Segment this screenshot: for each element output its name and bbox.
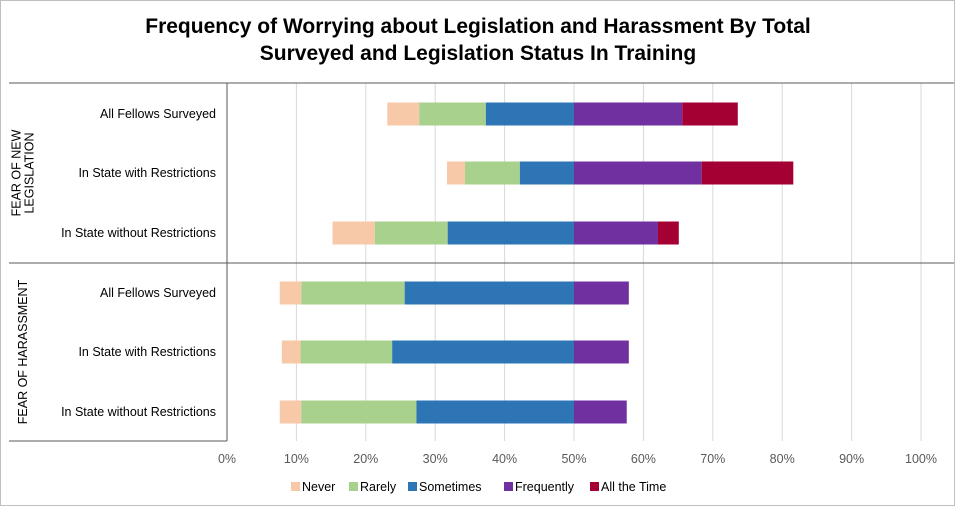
bar-segment-all-the-time (682, 102, 738, 126)
bar-segment-rarely (301, 281, 405, 305)
bar-segment-frequently (574, 340, 629, 364)
legend-swatch (349, 482, 358, 491)
bar-segment-never (332, 221, 375, 245)
group-label: FEAR OF HARASSMENT (16, 279, 30, 424)
legend-item-all-the-time: All the Time (590, 480, 666, 494)
bar-segment-sometimes (519, 161, 574, 185)
x-tick-label: 70% (700, 452, 725, 466)
legend-label: Rarely (360, 480, 397, 494)
bar-segment-frequently (574, 221, 658, 245)
bar-segment-never (446, 161, 466, 185)
bar-segment-never (387, 102, 420, 126)
legend-label: Sometimes (419, 480, 482, 494)
x-tick-label: 40% (492, 452, 517, 466)
bar-segment-all-the-time (657, 221, 679, 245)
x-tick-label: 50% (561, 452, 586, 466)
legend: Never Rarely Sometimes Frequently All the Ti… (291, 480, 666, 494)
bar-segment-frequently (574, 400, 627, 424)
bar-segment-never (281, 340, 301, 364)
bar-segment-sometimes (392, 340, 574, 364)
category-label: In State with Restrictions (78, 166, 216, 180)
bar-segment-all-the-time (701, 161, 794, 185)
bar-segment-rarely (465, 161, 520, 185)
bar-segment-rarely (301, 400, 417, 424)
bar-segment-frequently (574, 281, 629, 305)
x-tick-label: 100% (905, 452, 937, 466)
legend-swatch (408, 482, 417, 491)
group-label: FEAR OF NEW LEGISLATION (10, 129, 37, 216)
bar-segment-sometimes (447, 221, 574, 245)
x-tick-label: 60% (631, 452, 656, 466)
axis-layer (9, 82, 954, 442)
group-label-line: LEGISLATION (23, 132, 37, 213)
bar-segment-rarely (300, 340, 393, 364)
bar-segment-rarely (374, 221, 448, 245)
legend-label: Never (302, 480, 335, 494)
legend-label: All the Time (601, 480, 666, 494)
chart-title-line-2: Surveyed and Legislation Status In Train… (260, 42, 696, 65)
category-label: In State without Restrictions (61, 226, 216, 240)
grid-layer (295, 83, 922, 441)
x-tick-label: 30% (423, 452, 448, 466)
legend-swatch (504, 482, 513, 491)
legend-label: Frequently (515, 480, 575, 494)
bar-segment-sometimes (485, 102, 574, 126)
x-tick-label: 20% (353, 452, 378, 466)
legend-item-never: Never (291, 480, 335, 494)
group-label-line: FEAR OF HARASSMENT (16, 279, 30, 424)
x-tick-label: 10% (284, 452, 309, 466)
chart-title-line-1: Frequency of Worrying about Legislation … (145, 15, 811, 38)
legend-swatch (590, 482, 599, 491)
category-label: In State without Restrictions (61, 405, 216, 419)
category-label: All Fellows Surveyed (100, 107, 216, 121)
legend-item-rarely: Rarely (349, 480, 397, 494)
chart-title: Frequency of Worrying about Legislation … (145, 15, 811, 65)
bar-segment-sometimes (416, 400, 574, 424)
category-label: All Fellows Surveyed (100, 286, 216, 300)
x-tick-label: 90% (839, 452, 864, 466)
bar-segment-rarely (419, 102, 486, 126)
category-label: In State with Restrictions (78, 345, 216, 359)
bars-layer (279, 102, 794, 424)
bar-segment-frequently (574, 161, 702, 185)
x-tick-label: 0% (218, 452, 236, 466)
legend-swatch (291, 482, 300, 491)
bar-segment-never (279, 281, 302, 305)
legend-item-sometimes: Sometimes (408, 480, 482, 494)
group-label-line: FEAR OF NEW (10, 129, 24, 216)
labels-layer: 0% 10% 20% 30% 40% 50% 60% 70% 80% 90% 100% All Fel… (10, 107, 937, 466)
bar-segment-never (279, 400, 302, 424)
bar-segment-sometimes (404, 281, 574, 305)
x-tick-label: 80% (770, 452, 795, 466)
bar-segment-frequently (574, 102, 683, 126)
legend-item-frequently: Frequently (504, 480, 575, 494)
